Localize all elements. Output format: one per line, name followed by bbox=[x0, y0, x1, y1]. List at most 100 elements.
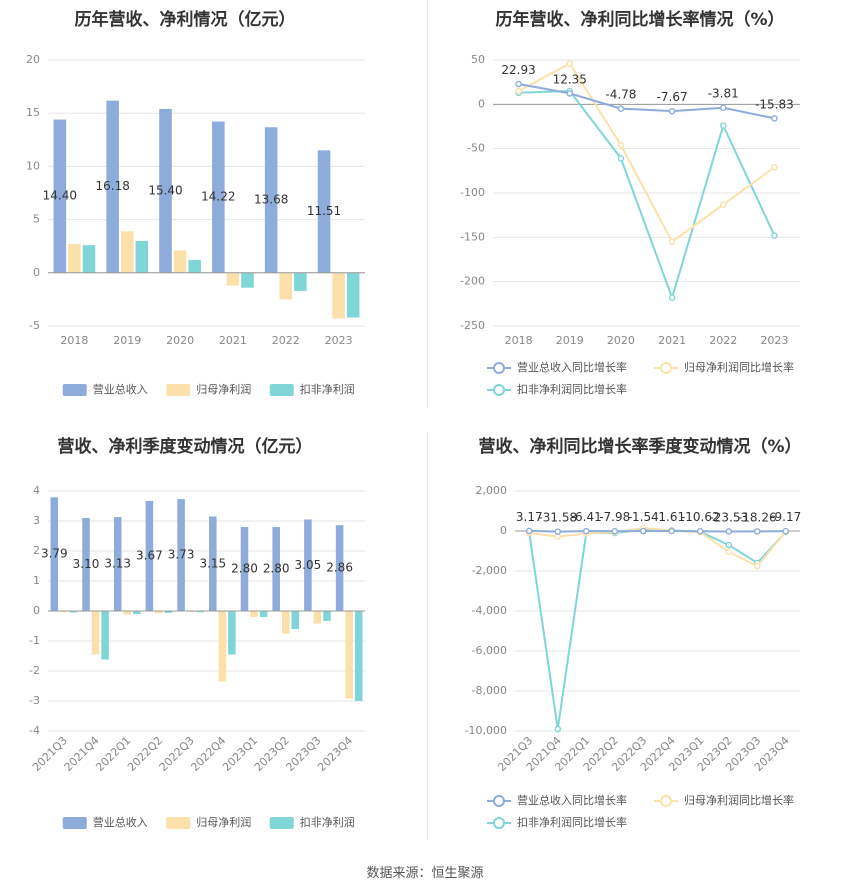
chart-title-0: 历年营收、净利情况（亿元） bbox=[75, 9, 296, 30]
y-tick-label-2-1: 3 bbox=[33, 514, 40, 527]
data-label-3-0: 3.17 bbox=[516, 510, 543, 524]
y-tick-label-3-0: 2,000 bbox=[476, 484, 508, 497]
bar-2-s2-8 bbox=[323, 611, 331, 621]
bar-2-s1-9 bbox=[345, 611, 353, 699]
legend-swatch-2-1 bbox=[166, 817, 191, 829]
point-3-s0-4 bbox=[639, 527, 647, 535]
bar-0-s0-1 bbox=[106, 100, 119, 273]
bar-2-s2-4 bbox=[196, 611, 204, 613]
data-label-1-0: 22.93 bbox=[501, 63, 535, 77]
bar-2-s1-6 bbox=[250, 611, 258, 617]
y-tick-label-2-6: -2 bbox=[29, 664, 40, 677]
series-line-3-0 bbox=[529, 529, 786, 533]
legend-swatch-2-0 bbox=[62, 817, 87, 829]
data-label-2-2: 3.13 bbox=[104, 557, 131, 571]
point-3-s2-1 bbox=[554, 725, 562, 733]
point-3-s0-5 bbox=[668, 527, 676, 535]
bar-0-s1-5 bbox=[332, 272, 345, 319]
y-tick-label-2-8: -4 bbox=[29, 724, 40, 737]
series-line-3-2 bbox=[528, 528, 787, 730]
bar-0-s1-2 bbox=[173, 250, 187, 273]
data-label-3-3: -7.98 bbox=[599, 510, 630, 524]
bar-0-s2-5 bbox=[346, 272, 360, 318]
y-tick-label-3-4: -6,000 bbox=[472, 644, 507, 657]
y-tick-label-0-2: 10 bbox=[26, 159, 40, 172]
point-3-s0-6 bbox=[696, 527, 704, 535]
y-tick-label-2-4: 0 bbox=[33, 604, 40, 617]
legend-marker-1-1 bbox=[660, 362, 672, 374]
legend-swatch-0-0 bbox=[62, 384, 87, 396]
bar-2-s1-1 bbox=[91, 611, 100, 655]
bar-2-s2-2 bbox=[133, 611, 141, 614]
bar-2-s1-5 bbox=[218, 611, 227, 682]
legend-label-0-1: 归母净利润 bbox=[196, 382, 251, 396]
point-3-s0-1 bbox=[554, 528, 562, 535]
bar-0-s1-3 bbox=[226, 272, 240, 286]
legend-swatch-0-1 bbox=[166, 384, 191, 396]
x-tick-label-1-4: 2022 bbox=[709, 334, 737, 347]
bar-2-s1-0 bbox=[60, 611, 68, 613]
chart-annual-revenue-profit: 历年营收、净利情况（亿元） 20 15 10 5 0 -5 14.40 16.18 15.40 14… bbox=[0, 0, 425, 420]
x-tick-label-1-5: 2023 bbox=[760, 334, 788, 347]
point-3-s0-2 bbox=[582, 527, 590, 535]
bar-2-s0-2 bbox=[113, 517, 122, 611]
point-3-s2-7 bbox=[725, 541, 733, 549]
bar-2-s0-1 bbox=[82, 518, 90, 611]
chart-title-2: 营收、净利季度变动情况（亿元） bbox=[58, 436, 313, 457]
bar-2-s1-8 bbox=[313, 611, 322, 624]
bar-2-s0-0 bbox=[50, 497, 59, 611]
bar-0-s0-3 bbox=[212, 121, 225, 273]
point-1-s1-1 bbox=[566, 60, 574, 67]
data-label-3-8: -18.26 bbox=[738, 510, 777, 524]
y-tick-label-0-1: 15 bbox=[26, 106, 40, 119]
data-label-2-9: 2.86 bbox=[326, 561, 353, 575]
x-tick-label-0-4: 2022 bbox=[272, 334, 300, 347]
data-label-2-4: 3.73 bbox=[168, 548, 195, 562]
data-label-2-5: 3.15 bbox=[199, 556, 226, 570]
divider-vertical-top bbox=[427, 0, 428, 408]
data-label-0-0: 14.40 bbox=[43, 189, 77, 203]
bar-0-s0-5 bbox=[317, 150, 331, 273]
chart-quarterly-growth: 营收、净利同比增长率季度变动情况（%） 2,000 0 -2,000 -4,000 -6,… bbox=[425, 425, 850, 845]
y-tick-label-2-3: 1 bbox=[33, 574, 40, 587]
series-line-1-0 bbox=[518, 83, 775, 120]
bar-2-s0-9 bbox=[335, 525, 344, 611]
legend-label-2-1: 归母净利润 bbox=[196, 815, 251, 829]
bar-2-s2-5 bbox=[228, 611, 236, 655]
x-tick-label-0-3: 2021 bbox=[219, 334, 247, 347]
point-3-s0-9 bbox=[782, 527, 790, 535]
bar-0-s1-0 bbox=[68, 244, 81, 273]
point-3-s0-0 bbox=[525, 527, 533, 535]
y-tick-label-2-5: -1 bbox=[29, 634, 40, 647]
data-label-0-4: 13.68 bbox=[254, 193, 288, 207]
series-line-1-1 bbox=[518, 62, 776, 244]
data-label-3-2: -6.41 bbox=[571, 510, 602, 524]
legend-label-2-2: 扣非净利润 bbox=[300, 815, 355, 829]
point-1-s0-4 bbox=[719, 104, 727, 112]
point-3-s1-8 bbox=[753, 562, 761, 570]
bar-2-s0-6 bbox=[240, 527, 249, 611]
bar-2-s2-3 bbox=[164, 611, 173, 613]
divider-vertical-bottom bbox=[427, 432, 428, 840]
y-tick-label-0-3: 5 bbox=[33, 213, 40, 226]
data-label-1-3: -7.67 bbox=[657, 90, 688, 104]
point-3-s1-7 bbox=[725, 548, 733, 556]
point-1-s1-3 bbox=[668, 238, 676, 246]
y-tick-label-3-1: 0 bbox=[500, 524, 507, 537]
data-label-3-9: -9.17 bbox=[770, 510, 801, 524]
x-tick-label-1-0: 2018 bbox=[505, 334, 533, 347]
legend-label-2-0: 营业总收入 bbox=[93, 815, 148, 829]
chart-annual-growth-svg: 历年营收、净利同比增长率情况（%） 50 0 -50 -100 -150 -200 -250 2… bbox=[460, 9, 800, 396]
bar-0-s0-4 bbox=[264, 127, 278, 273]
data-label-3-5: 1.61 bbox=[658, 510, 685, 524]
y-tick-label-2-7: -3 bbox=[29, 694, 40, 707]
y-tick-label-3-6: -10,000 bbox=[465, 724, 507, 737]
series-line-3-1 bbox=[529, 526, 787, 568]
y-tick-label-0-5: -5 bbox=[29, 319, 40, 332]
legend-marker-3-1 bbox=[660, 795, 672, 807]
data-label-0-2: 15.40 bbox=[148, 183, 182, 197]
data-label-2-0: 3.79 bbox=[41, 547, 68, 561]
point-1-s0-3 bbox=[668, 107, 676, 115]
bar-2-s0-4 bbox=[177, 499, 185, 611]
bar-2-s1-7 bbox=[281, 611, 290, 634]
